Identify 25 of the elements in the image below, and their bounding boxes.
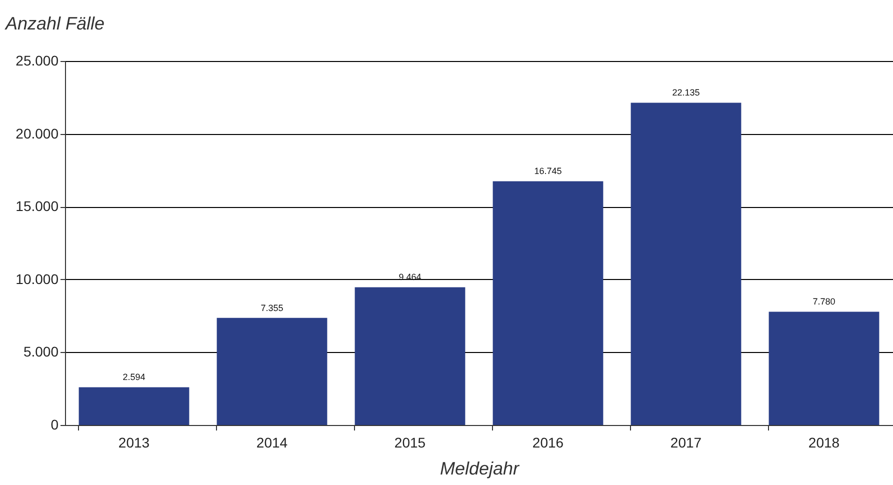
data-label: 16.745 [534,166,562,176]
y-tick-label: 0 [50,416,59,432]
data-label: 2.594 [122,372,146,382]
x-tick-label: 2014 [256,434,288,450]
x-axis-title: Meldejahr [440,458,520,478]
y-tick-label: 5.000 [23,344,59,360]
bar [216,318,328,425]
bar [630,102,742,425]
y-tick-label: 10.000 [16,270,59,287]
y-tick-label: 15.000 [16,198,59,214]
x-tick-label: 2016 [532,434,564,450]
x-tick-label: 2018 [808,434,840,450]
bar [78,387,190,425]
y-axis-title: Anzahl Fälle [4,14,105,34]
x-tick-label: 2013 [118,434,150,450]
bar [768,312,880,425]
y-tick-label: 25.000 [16,52,59,68]
bar [492,181,604,425]
x-tick-label: 2017 [670,434,702,450]
data-label: 7.780 [812,296,836,307]
x-tick-label: 2015 [394,434,426,450]
data-label: 22.135 [672,88,700,98]
bar [354,287,466,425]
data-label: 7.355 [260,302,284,313]
y-tick-label: 20.000 [16,125,59,142]
